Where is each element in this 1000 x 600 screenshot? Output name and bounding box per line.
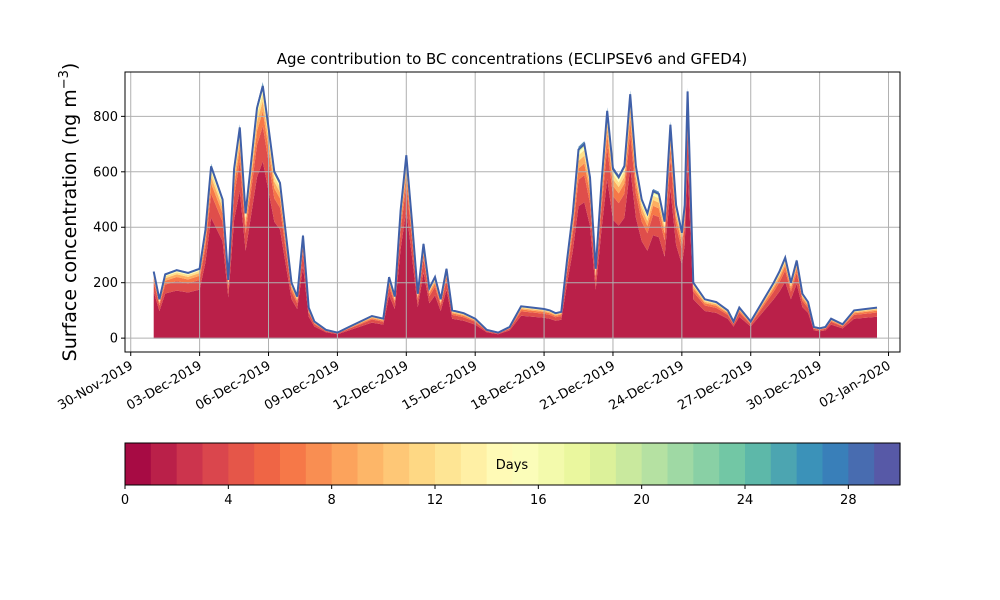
colorbar-bin	[590, 443, 617, 485]
colorbar-bin	[512, 443, 539, 485]
colorbar-bin	[615, 443, 643, 485]
total-concentration-line	[152, 85, 878, 334]
x-tick-label: 18-Dec-2019	[469, 358, 549, 413]
x-tick-label: 24-Dec-2019	[606, 358, 686, 413]
x-tick-label: 30-Nov-2019	[55, 358, 135, 413]
y-axis-label-exponent: −3	[57, 70, 72, 89]
y-tick-label: 800	[93, 110, 118, 125]
x-tick-label: 30-Dec-2019	[744, 358, 824, 413]
colorbar-bins	[125, 443, 901, 485]
colorbar-tick-label: 20	[633, 493, 650, 508]
x-tick-label: 21-Dec-2019	[538, 358, 618, 413]
grid-lines	[125, 72, 900, 352]
colorbar-bin	[719, 443, 746, 485]
colorbar-bin	[435, 443, 462, 485]
y-axis-label-main: Surface concentration (ng m	[59, 89, 81, 361]
colorbar-ticks: 0 4 8 12 16 20 24 28	[121, 485, 857, 508]
chart-area: 0 200 400 600 800 30-Nov-201903-Dec-201906-D…	[55, 71, 901, 414]
y-tick-label: 400	[93, 221, 118, 236]
colorbar-tick-label: 0	[121, 493, 129, 508]
colorbar-bin	[331, 443, 359, 485]
colorbar-bin	[693, 443, 720, 485]
colorbar-bin	[409, 443, 436, 485]
colorbar-bin	[745, 443, 772, 485]
x-tick-label: 12-Dec-2019	[331, 358, 411, 413]
colorbar-bin	[254, 443, 281, 485]
colorbar-bin	[150, 443, 178, 485]
x-tick-label: 15-Dec-2019	[400, 358, 480, 413]
colorbar-bin	[874, 443, 901, 485]
chart-title: Age contribution to BC concentrations (E…	[277, 50, 748, 68]
colorbar-bin	[305, 443, 333, 485]
x-tick-label: 06-Dec-2019	[193, 358, 273, 413]
plot-frame	[124, 71, 901, 353]
colorbar-tick-label: 28	[840, 493, 857, 508]
colorbar-bin	[538, 443, 565, 485]
colorbar-bin	[770, 443, 798, 485]
colorbar-bin	[176, 443, 204, 485]
colorbar-bin	[357, 443, 384, 485]
colorbar-tick-label: 12	[427, 493, 444, 508]
colorbar-bin	[280, 443, 307, 485]
colorbar-bin	[822, 443, 849, 485]
x-ticks: 30-Nov-201903-Dec-201906-Dec-201909-Dec-…	[55, 352, 894, 414]
x-tick-label: 02-Jan-2020	[817, 358, 894, 411]
colorbar-bin	[796, 443, 824, 485]
colorbar-frame	[124, 442, 901, 486]
colorbar-tick-label: 8	[328, 493, 336, 508]
colorbar-bin	[486, 443, 514, 485]
y-ticks: 0 200 400 600 800	[93, 110, 125, 347]
x-tick-label: 27-Dec-2019	[675, 358, 755, 413]
colorbar-tick-label: 16	[530, 493, 547, 508]
y-axis-label: Surface concentration (ng m−3)	[57, 63, 81, 362]
colorbar-label: Days	[496, 458, 529, 473]
y-tick-label: 0	[110, 332, 118, 347]
colorbar-bin	[667, 443, 694, 485]
age-band-areas	[153, 82, 878, 339]
colorbar-bin	[202, 443, 229, 485]
colorbar-bin	[383, 443, 410, 485]
age-band-area	[153, 161, 877, 339]
y-axis-label-close: )	[59, 63, 81, 70]
x-tick-label: 09-Dec-2019	[262, 358, 342, 413]
colorbar-tick-label: 24	[737, 493, 754, 508]
colorbar: Days 0 4 8 12 16 20 24 28	[121, 442, 901, 508]
colorbar-bin	[564, 443, 591, 485]
y-tick-label: 600	[93, 165, 118, 180]
colorbar-bin	[228, 443, 255, 485]
colorbar-bin	[125, 443, 152, 485]
colorbar-tick-label: 4	[224, 493, 232, 508]
x-tick-label: 03-Dec-2019	[124, 358, 204, 413]
colorbar-bin	[460, 443, 488, 485]
colorbar-bin	[848, 443, 875, 485]
y-tick-label: 200	[93, 276, 118, 291]
colorbar-bin	[641, 443, 669, 485]
